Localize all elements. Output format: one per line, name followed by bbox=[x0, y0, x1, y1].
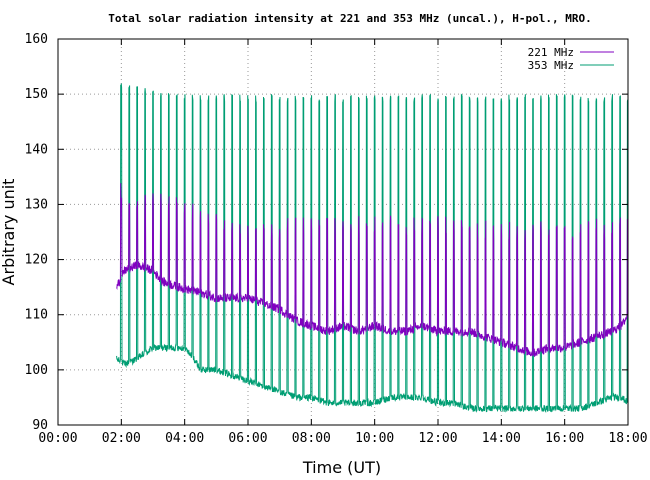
x-tick-label: 04:00 bbox=[165, 431, 204, 446]
chart-title: Total solar radiation intensity at 221 a… bbox=[108, 12, 591, 25]
x-tick-label: 12:00 bbox=[418, 431, 457, 446]
x-tick-label: 02:00 bbox=[102, 431, 141, 446]
y-axis-label: Arbitrary unit bbox=[0, 179, 18, 286]
y-tick-label: 120 bbox=[25, 253, 48, 268]
x-axis: 00:00 02:00 04:00 06:00 08:00 10:00 12:00 14:00… bbox=[38, 39, 648, 446]
y-axis: 90 100 110 120 130 140 150 160 bbox=[25, 32, 628, 433]
y-tick-label: 160 bbox=[25, 32, 48, 47]
x-tick-label: 06:00 bbox=[228, 431, 267, 446]
y-tick-label: 100 bbox=[25, 363, 48, 378]
y-tick-label: 90 bbox=[32, 418, 48, 433]
y-tick-label: 110 bbox=[25, 308, 48, 323]
legend-label: 221 MHz bbox=[528, 46, 574, 59]
x-tick-label: 08:00 bbox=[292, 431, 331, 446]
y-tick-label: 140 bbox=[25, 142, 48, 157]
series-layer bbox=[116, 83, 629, 413]
y-tick-label: 150 bbox=[25, 87, 48, 102]
x-tick-label: 14:00 bbox=[482, 431, 521, 446]
x-tick-label: 10:00 bbox=[355, 431, 394, 446]
series-line-353-mhz bbox=[116, 83, 629, 413]
x-tick-label: 00:00 bbox=[38, 431, 77, 446]
x-tick-label: 18:00 bbox=[608, 431, 647, 446]
series-line-221-mhz bbox=[116, 183, 629, 357]
legend-label: 353 MHz bbox=[528, 59, 574, 72]
y-tick-label: 130 bbox=[25, 197, 48, 212]
x-axis-label: Time (UT) bbox=[302, 458, 381, 477]
plot-area-frame bbox=[57, 38, 629, 426]
x-tick-label: 16:00 bbox=[545, 431, 584, 446]
